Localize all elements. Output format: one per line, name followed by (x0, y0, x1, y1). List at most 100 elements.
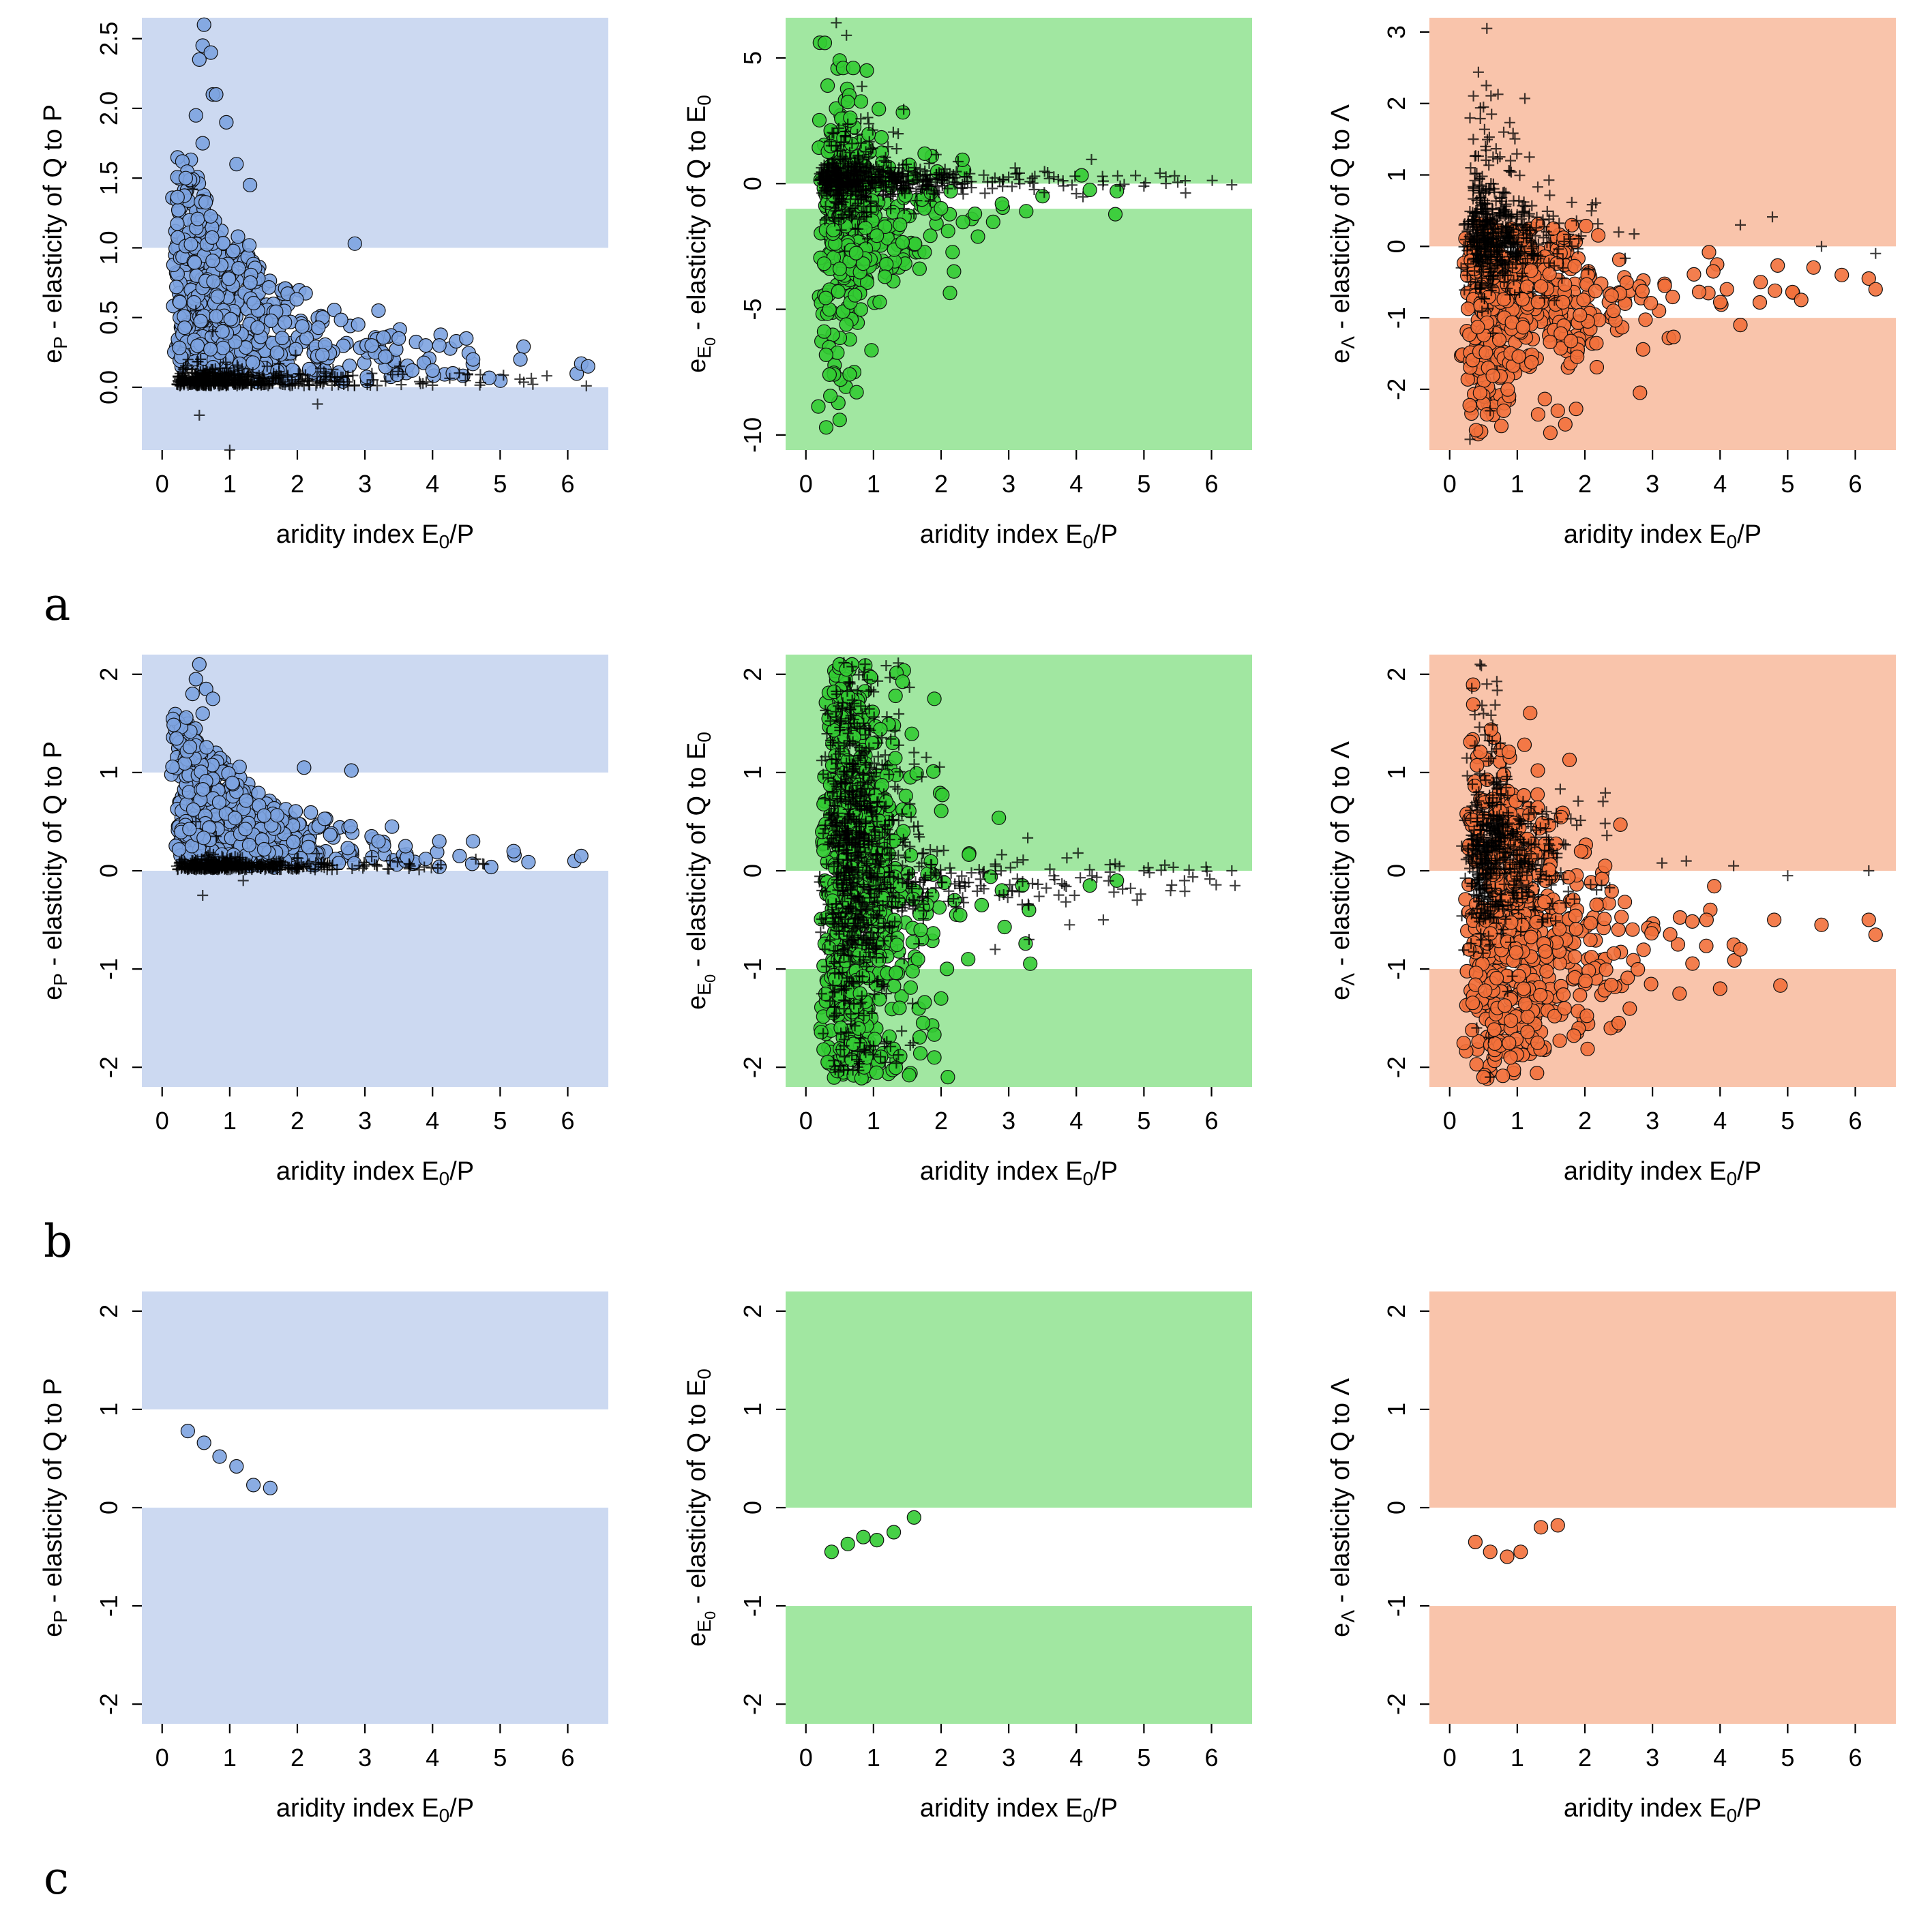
data-point-circle (398, 839, 413, 854)
data-point-cross (865, 196, 876, 207)
data-point-cross (835, 212, 847, 224)
data-point-circle (190, 211, 205, 226)
data-point-circle (940, 961, 955, 976)
data-point-cross (1459, 218, 1470, 230)
data-point-circle (1606, 303, 1621, 318)
data-point-circle (303, 805, 318, 820)
data-point-cross (1526, 200, 1538, 211)
data-point-circle (1635, 284, 1650, 299)
data-point-circle (1461, 301, 1476, 316)
data-point-cross (393, 361, 405, 372)
x-tick-label: 1 (223, 470, 237, 498)
data-point-circle (203, 45, 218, 60)
data-point-cross (1464, 113, 1476, 123)
data-point-cross (1169, 170, 1180, 181)
data-point-cross (839, 130, 851, 142)
data-point-circle (1530, 407, 1545, 422)
data-point-cross (1558, 236, 1570, 247)
data-point-cross (460, 375, 471, 387)
data-point-cross (348, 379, 360, 391)
data-point-cross (897, 159, 908, 170)
data-point-circle (1591, 228, 1606, 243)
data-point-circle (1478, 345, 1493, 360)
data-point-circle (932, 900, 947, 915)
data-point-cross (824, 715, 836, 727)
data-point-cross (251, 372, 263, 383)
data-point-circle (1657, 278, 1672, 293)
data-point-circle (994, 196, 1009, 211)
data-point-circle (961, 952, 976, 967)
data-point-cross (1497, 235, 1509, 246)
data-point-cross (1469, 265, 1481, 277)
data-point-cross (942, 183, 953, 194)
data-point-circle (238, 822, 253, 837)
data-point-circle (187, 255, 203, 270)
x-tick-label: 3 (358, 470, 372, 498)
data-point-cross (1508, 223, 1519, 235)
data-point-circle (295, 319, 310, 334)
data-point-cross (1543, 229, 1555, 241)
data-point-cross (527, 378, 539, 390)
data-point-cross (1526, 237, 1537, 248)
data-point-cross (1518, 205, 1530, 217)
data-point-cross (207, 364, 218, 376)
data-point-circle (1082, 878, 1097, 893)
data-point-circle (1082, 182, 1097, 198)
data-point-cross (478, 858, 490, 870)
data-point-cross (1563, 228, 1574, 240)
data-point-cross (913, 938, 925, 950)
y-tick-label: -1 (1382, 307, 1410, 329)
data-point-circle (1868, 282, 1883, 297)
data-point-cross (1504, 212, 1516, 224)
data-point-cross (1539, 293, 1550, 303)
panel-a2: 0 1 2 3 4 5 6 aridity index E0/P -10 -5 0 5 eE0 - el… (644, 0, 1288, 637)
y-axis: 0.00.51.01.52.02.5eP - elasticity of Q t… (39, 22, 142, 404)
data-point-circle (908, 237, 923, 252)
data-point-cross (1524, 151, 1535, 163)
data-point-cross (955, 182, 967, 194)
data-point-cross (1509, 133, 1521, 145)
data-point-cross (391, 856, 403, 868)
data-point-cross (852, 149, 864, 161)
data-point-circle (1706, 264, 1721, 279)
data-point-cross (860, 146, 872, 158)
data-point-circle (870, 228, 885, 243)
data-point-circle (903, 980, 918, 995)
data-point-cross (1474, 240, 1485, 252)
data-point-cross (368, 374, 379, 386)
data-point-cross (933, 187, 945, 198)
data-point-circle (205, 230, 220, 245)
data-point-cross (842, 118, 854, 130)
data-point-cross (297, 376, 308, 387)
data-point-cross (404, 861, 416, 872)
data-point-circle (425, 363, 440, 378)
data-point-cross (912, 174, 923, 185)
data-point-cross (855, 174, 866, 185)
data-point-circle (1019, 204, 1034, 219)
data-point-cross (1476, 249, 1487, 260)
data-point-cross (1465, 233, 1476, 244)
x-tick-label: 6 (561, 470, 575, 498)
y-tick-label: 2 (95, 668, 123, 681)
data-point-cross (818, 160, 830, 171)
data-point-circle (1470, 320, 1485, 335)
data-point-cross (1507, 248, 1519, 260)
data-point-cross (1532, 181, 1543, 193)
data-point-circle (1576, 293, 1591, 308)
data-point-circle (892, 1000, 907, 1015)
data-point-cross (878, 155, 890, 166)
data-point-cross (233, 377, 245, 389)
data-point-circle (269, 808, 284, 823)
data-point-circle (889, 966, 904, 981)
data-point-circle (169, 280, 184, 295)
data-point-cross (846, 211, 858, 222)
data-point-circle (1644, 296, 1659, 311)
data-point-cross (1226, 179, 1238, 191)
data-point-cross (1620, 252, 1631, 264)
data-point-circle (992, 810, 1007, 825)
data-point-circle (1570, 349, 1585, 364)
data-point-cross (1496, 241, 1507, 253)
data-point-circle (342, 358, 357, 374)
